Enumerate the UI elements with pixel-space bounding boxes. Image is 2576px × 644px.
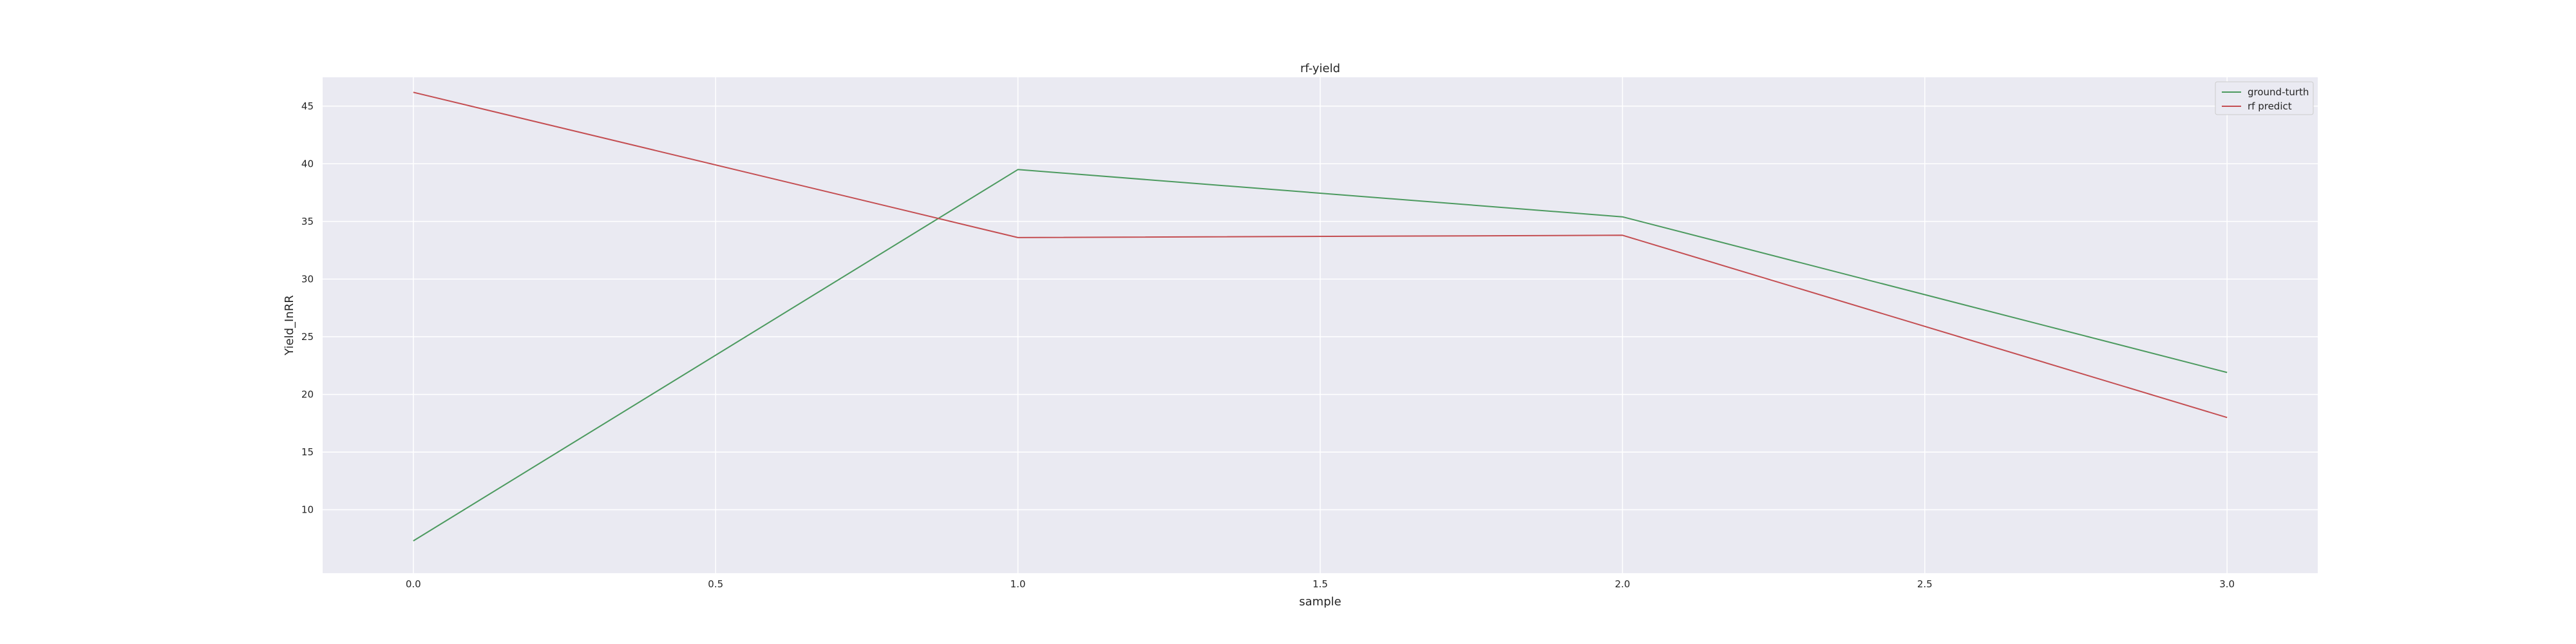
y-tick-label: 15 <box>301 446 314 458</box>
y-tick-label: 25 <box>301 331 314 343</box>
chart-title: rf-yield <box>1300 62 1340 75</box>
series-layer <box>413 91 2228 542</box>
x-tick-label: 0.0 <box>406 578 421 590</box>
y-tick-label: 45 <box>301 100 314 112</box>
x-tick-label: 2.5 <box>1917 578 1933 590</box>
legend-label-rf-predict: rf predict <box>2248 100 2292 112</box>
x-tick-label: 1.0 <box>1010 578 1026 590</box>
x-tick-labels: 0.0 0.5 1.0 1.5 2.0 2.5 3.0 <box>406 578 2235 590</box>
legend-label-ground-turth: ground-turth <box>2248 86 2309 98</box>
y-tick-label: 40 <box>301 158 314 169</box>
grid-lines <box>323 77 2318 573</box>
series-line-ground-turth <box>413 169 2228 542</box>
series-line-rf-predict <box>413 91 2228 419</box>
x-tick-label: 1.5 <box>1312 578 1328 590</box>
legend: ground-turth rf predict <box>2215 81 2314 115</box>
y-tick-labels: 10 15 20 25 30 35 40 45 <box>301 100 314 516</box>
y-tick-label: 10 <box>301 504 314 516</box>
x-tick-label: 0.5 <box>708 578 723 590</box>
x-axis-label: sample <box>1299 595 1341 609</box>
x-tick-label: 3.0 <box>2219 578 2235 590</box>
y-tick-label: 35 <box>301 216 314 227</box>
y-axis-label: Yield_InRR <box>283 295 296 356</box>
y-tick-label: 20 <box>301 388 314 400</box>
y-tick-label: 30 <box>301 273 314 285</box>
x-tick-label: 2.0 <box>1615 578 1630 590</box>
